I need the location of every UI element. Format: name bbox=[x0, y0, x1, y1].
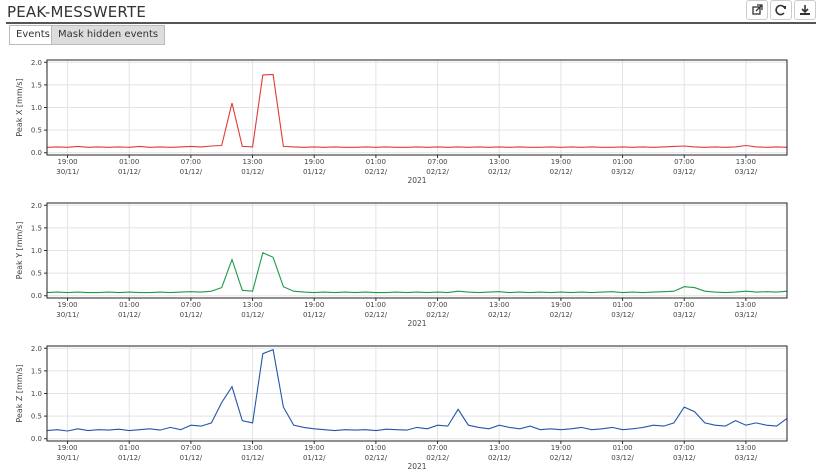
download-button[interactable] bbox=[794, 0, 816, 20]
x-tick-label: 19:00 30/11/ bbox=[56, 158, 79, 176]
x-tick-label: 07:00 01/12/ bbox=[180, 301, 203, 319]
x-tick-label: 19:00 30/11/ bbox=[56, 301, 79, 319]
x-tick-label: 01:00 03/12/ bbox=[611, 444, 634, 462]
open-button[interactable] bbox=[746, 0, 768, 20]
x-tick-label: 13:00 02/12/ bbox=[488, 158, 511, 176]
data-line bbox=[46, 252, 788, 294]
x-axis-label: 2021 bbox=[407, 176, 426, 185]
x-tick-label: 07:00 02/12/ bbox=[426, 301, 449, 319]
refresh-icon bbox=[775, 4, 786, 16]
x-tick-label: 07:00 03/12/ bbox=[673, 444, 696, 462]
title-rule bbox=[6, 22, 816, 24]
x-tick-label: 13:00 03/12/ bbox=[735, 158, 758, 176]
x-tick-label: 01:00 02/12/ bbox=[365, 444, 388, 462]
y-tick-label: 0.0 bbox=[31, 435, 42, 443]
page-title: PEAK-MESSWERTE bbox=[7, 3, 147, 21]
x-tick-label: 13:00 03/12/ bbox=[735, 444, 758, 462]
plot-frame bbox=[46, 59, 788, 156]
y-tick-label: 0.5 bbox=[31, 270, 42, 278]
x-tick-label: 19:00 01/12/ bbox=[303, 444, 326, 462]
plot-frame bbox=[46, 345, 788, 442]
data-line bbox=[46, 73, 788, 148]
y-tick-label: 2.0 bbox=[31, 59, 42, 67]
x-tick-label: 07:00 01/12/ bbox=[180, 444, 203, 462]
plot-frame bbox=[46, 202, 788, 299]
x-tick-label: 19:00 01/12/ bbox=[303, 301, 326, 319]
x-tick-label: 19:00 30/11/ bbox=[56, 444, 79, 462]
open-icon bbox=[752, 4, 763, 15]
y-tick-label: 1.0 bbox=[31, 247, 42, 255]
y-tick-label: 2.0 bbox=[31, 202, 42, 210]
y-tick-label: 1.5 bbox=[31, 81, 42, 89]
x-tick-label: 07:00 03/12/ bbox=[673, 158, 696, 176]
x-tick-label: 01:00 01/12/ bbox=[118, 444, 141, 462]
y-tick-label: 0.5 bbox=[31, 413, 42, 421]
x-tick-label: 01:00 03/12/ bbox=[611, 158, 634, 176]
y-axis-label: Peak X [mm/s] bbox=[15, 78, 24, 136]
x-tick-label: 13:00 01/12/ bbox=[241, 444, 264, 462]
y-tick-label: 0.0 bbox=[31, 292, 42, 300]
y-tick-label: 0.0 bbox=[31, 149, 42, 157]
x-tick-label: 01:00 03/12/ bbox=[611, 301, 634, 319]
data-line bbox=[46, 348, 788, 432]
x-tick-label: 19:00 02/12/ bbox=[550, 301, 573, 319]
refresh-button[interactable] bbox=[770, 0, 792, 20]
download-icon bbox=[800, 5, 810, 15]
y-tick-label: 2.0 bbox=[31, 345, 42, 353]
x-tick-label: 13:00 02/12/ bbox=[488, 444, 511, 462]
y-tick-label: 1.5 bbox=[31, 367, 42, 375]
y-tick-label: 0.5 bbox=[31, 127, 42, 135]
x-axis-label: 2021 bbox=[407, 319, 426, 328]
x-tick-label: 13:00 02/12/ bbox=[488, 301, 511, 319]
x-tick-label: 19:00 02/12/ bbox=[550, 444, 573, 462]
x-tick-label: 13:00 01/12/ bbox=[241, 158, 264, 176]
y-axis-label: Peak Y [mm/s] bbox=[15, 222, 24, 280]
x-axis-label: 2021 bbox=[407, 462, 426, 471]
x-tick-label: 07:00 01/12/ bbox=[180, 158, 203, 176]
x-tick-label: 01:00 02/12/ bbox=[365, 158, 388, 176]
y-tick-label: 1.5 bbox=[31, 224, 42, 232]
x-tick-label: 07:00 03/12/ bbox=[673, 301, 696, 319]
x-tick-label: 01:00 02/12/ bbox=[365, 301, 388, 319]
x-tick-label: 13:00 03/12/ bbox=[735, 301, 758, 319]
x-tick-label: 19:00 02/12/ bbox=[550, 158, 573, 176]
x-tick-label: 19:00 01/12/ bbox=[303, 158, 326, 176]
x-tick-label: 13:00 01/12/ bbox=[241, 301, 264, 319]
x-tick-label: 01:00 01/12/ bbox=[118, 301, 141, 319]
y-tick-label: 1.0 bbox=[31, 104, 42, 112]
mask-hidden-events-button[interactable]: Mask hidden events bbox=[51, 25, 166, 45]
x-tick-label: 07:00 02/12/ bbox=[426, 158, 449, 176]
x-tick-label: 01:00 01/12/ bbox=[118, 158, 141, 176]
y-axis-label: Peak Z [mm/s] bbox=[15, 364, 24, 422]
x-tick-label: 07:00 02/12/ bbox=[426, 444, 449, 462]
y-tick-label: 1.0 bbox=[31, 390, 42, 398]
